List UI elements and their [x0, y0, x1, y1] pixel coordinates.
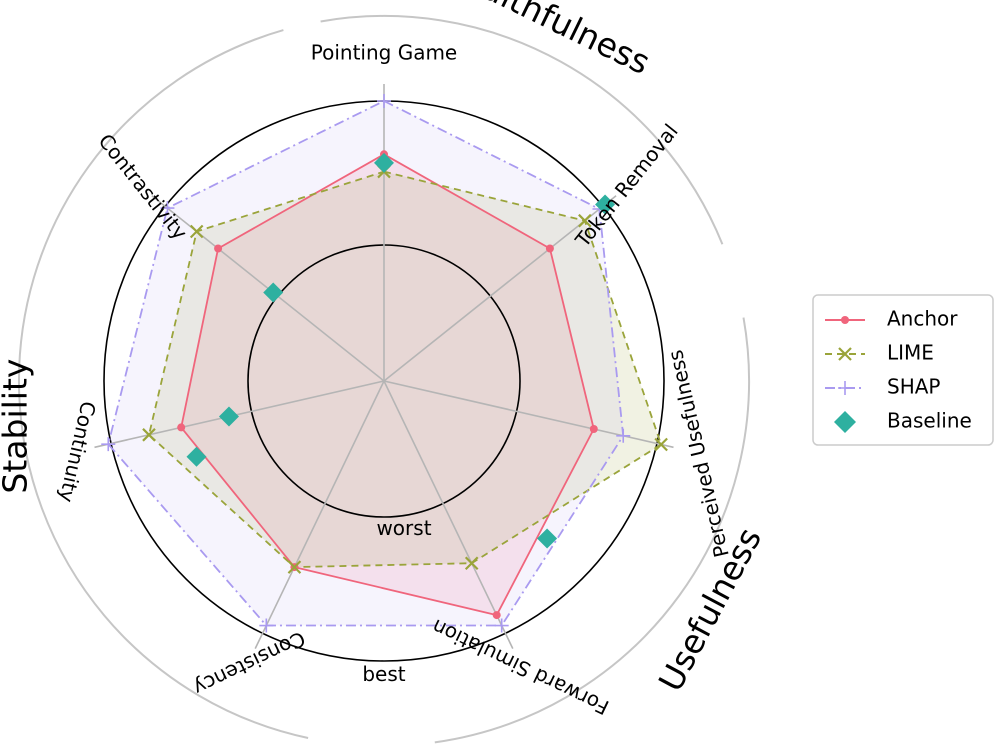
- axis-label-forward-simulation: Forward Simulation: [428, 614, 613, 719]
- axis-label-pointing-game: Pointing Game: [311, 41, 457, 65]
- fill-shap: [108, 101, 624, 626]
- group-arc-stability: [17, 29, 309, 739]
- axis-label-consistency: Consistency: [190, 626, 310, 700]
- marker-baseline-pointing-game: [374, 152, 394, 173]
- series-markers: [101, 94, 668, 633]
- axis-line-forward-simulation: [383, 380, 514, 649]
- axis-label-continuity: Continuity: [54, 399, 100, 505]
- legend-items: Anchor LIME SHAP Baseline: [825, 307, 972, 433]
- marker-shap-perceived-usefulness: [616, 428, 631, 443]
- legend: Anchor LIME SHAP Baseline: [812, 294, 994, 446]
- marker-anchor-token-removal: [545, 244, 554, 253]
- marker-lime-consistency: [287, 560, 302, 574]
- marker-baseline-continuity: [218, 406, 239, 427]
- marker-lime-continuity: [142, 428, 156, 442]
- axis-line-token-removal: [383, 195, 617, 382]
- line-anchor: [180, 153, 595, 616]
- marker-shap-contrastivity: [160, 201, 175, 216]
- marker-shap-forward-simulation: [494, 618, 509, 633]
- marker-shap-consistency: [259, 618, 274, 633]
- legend-marker-baseline: [834, 411, 856, 433]
- legend-label-baseline: Baseline: [887, 409, 972, 433]
- line-lime: [148, 170, 662, 568]
- marker-anchor-perceived-usefulness: [589, 425, 598, 433]
- legend-marker-shap: [838, 381, 852, 395]
- fill-anchor: [181, 154, 594, 616]
- marker-anchor-continuity: [177, 423, 186, 432]
- marker-baseline-token-removal: [595, 194, 616, 215]
- series-fills: [108, 101, 662, 626]
- fill-lime: [149, 171, 662, 568]
- marker-anchor-contrastivity: [214, 244, 223, 253]
- worst-label: worst: [376, 516, 431, 540]
- axis-line-continuity: [94, 380, 385, 449]
- marker-lime-perceived-usefulness: [654, 437, 668, 452]
- axis-label-contrastivity: Contrastivity: [94, 129, 193, 244]
- marker-shap-pointing-game: [377, 94, 391, 108]
- marker-anchor-forward-simulation: [492, 611, 501, 620]
- group-label-faithfulness: Faithfulness: [463, 0, 657, 82]
- legend-label-lime: LIME: [887, 341, 934, 365]
- series-lines: [107, 100, 662, 627]
- legend-label-anchor: Anchor: [887, 307, 958, 331]
- axis-label-perceived-usefulness: Perceived Usefulness: [663, 348, 734, 560]
- legend-marker-lime: [838, 347, 852, 361]
- marker-baseline-contrastivity: [263, 282, 284, 303]
- axis-line-consistency: [254, 380, 385, 649]
- legend-label-shap: SHAP: [887, 375, 940, 399]
- marker-lime-token-removal: [578, 213, 592, 228]
- legend-marker-anchor: [841, 316, 849, 324]
- marker-baseline-extra-1: [537, 528, 558, 549]
- legend-box: [812, 294, 994, 446]
- marker-shap-continuity: [101, 437, 116, 452]
- axis-label-token-removal: Token Removal: [570, 119, 683, 252]
- group-label-stability: Stability: [0, 359, 34, 494]
- marker-lime-forward-simulation: [464, 556, 479, 571]
- best-label: best: [362, 662, 405, 686]
- marker-baseline-extra-0: [186, 446, 207, 467]
- group-arcs: [17, 14, 751, 744]
- marker-lime-contrastivity: [189, 224, 204, 239]
- group-arc-faithfulness: [320, 14, 724, 245]
- group-arc-usefulness: [434, 317, 751, 744]
